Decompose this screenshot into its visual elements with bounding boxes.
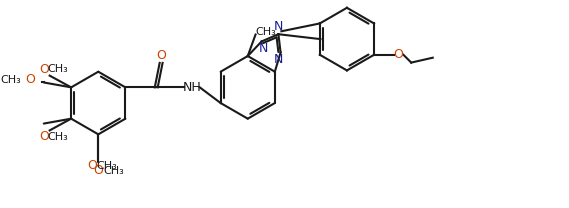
- Text: CH₃: CH₃: [47, 132, 68, 142]
- Text: CH₃: CH₃: [97, 161, 117, 171]
- Text: CH₃: CH₃: [1, 74, 21, 84]
- Text: CH₃: CH₃: [104, 166, 124, 176]
- Text: O: O: [25, 73, 35, 86]
- Text: O: O: [39, 130, 49, 143]
- Text: CH₃: CH₃: [255, 27, 276, 37]
- Text: O: O: [39, 63, 49, 76]
- Text: NH: NH: [183, 81, 201, 94]
- Text: N: N: [274, 20, 283, 33]
- Text: CH₃: CH₃: [47, 64, 68, 74]
- Text: O: O: [394, 48, 403, 61]
- Text: O: O: [88, 159, 97, 172]
- Text: N: N: [274, 53, 283, 66]
- Text: O: O: [156, 49, 167, 62]
- Text: O: O: [93, 164, 103, 177]
- Text: N: N: [259, 42, 268, 55]
